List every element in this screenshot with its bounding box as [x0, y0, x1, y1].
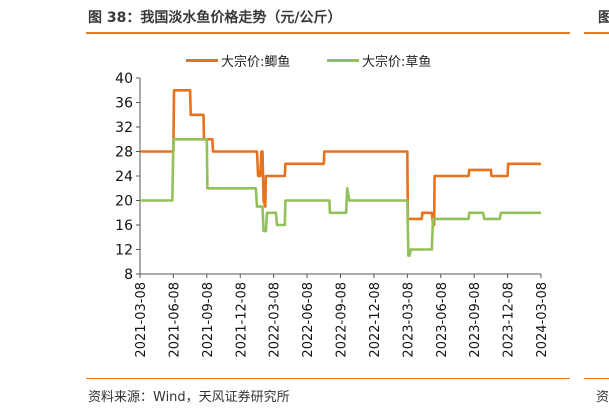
x-tick-label: 2023-03-08 — [401, 282, 416, 358]
figure-title: 图 38：我国淡水鱼价格走势（元/公斤） — [88, 10, 342, 26]
bottom-divider — [86, 378, 570, 379]
source-note: 资料来源：Wind，天风证券研究所 — [88, 390, 290, 405]
x-tick-label: 2022-06-08 — [301, 282, 316, 358]
x-tick-label: 2021-09-08 — [201, 282, 216, 358]
y-tick-label: 36 — [115, 96, 133, 112]
adjacent-top-divider — [584, 32, 609, 34]
y-tick-label: 28 — [115, 145, 133, 161]
x-tick-label: 2023-09-08 — [468, 282, 483, 358]
x-tick-label: 2021-06-08 — [167, 282, 182, 358]
y-tick-label: 12 — [115, 243, 133, 259]
adjacent-bottom-divider — [584, 378, 609, 379]
y-tick-label: 40 — [115, 71, 133, 87]
legend-item-grass-carp: 大宗价:草鱼 — [327, 51, 432, 70]
y-tick-label: 32 — [115, 120, 133, 136]
x-tick-label: 2023-06-08 — [435, 282, 450, 358]
y-tick-label: 20 — [115, 194, 133, 210]
adjacent-figure-title-fragment: 图 — [598, 10, 609, 26]
x-tick-label: 2021-03-08 — [134, 282, 149, 358]
adjacent-source-fragment: 资 — [596, 390, 609, 405]
y-tick-label: 16 — [115, 218, 133, 234]
x-tick-label: 2024-03-08 — [535, 282, 550, 358]
series-line-crucian-carp — [140, 89, 541, 227]
y-tick-label: 24 — [115, 169, 133, 185]
legend-label-crucian-carp: 大宗价:鲫鱼 — [221, 54, 291, 70]
legend-swatch-grass-carp — [327, 58, 359, 62]
x-tick-label: 2022-09-08 — [335, 282, 350, 358]
legend-label-grass-carp: 大宗价:草鱼 — [362, 54, 432, 70]
x-tick-label: 2022-12-08 — [368, 282, 383, 358]
series-line-grass-carp — [140, 138, 541, 257]
y-tick-label: 8 — [124, 267, 133, 283]
top-divider — [86, 32, 570, 34]
x-tick-label: 2023-12-08 — [502, 282, 517, 358]
x-tick-label: 2022-03-08 — [268, 282, 283, 358]
legend-item-crucian-carp: 大宗价:鲫鱼 — [186, 51, 291, 70]
x-tick-label: 2021-12-08 — [234, 282, 249, 358]
legend-swatch-crucian-carp — [186, 58, 218, 62]
